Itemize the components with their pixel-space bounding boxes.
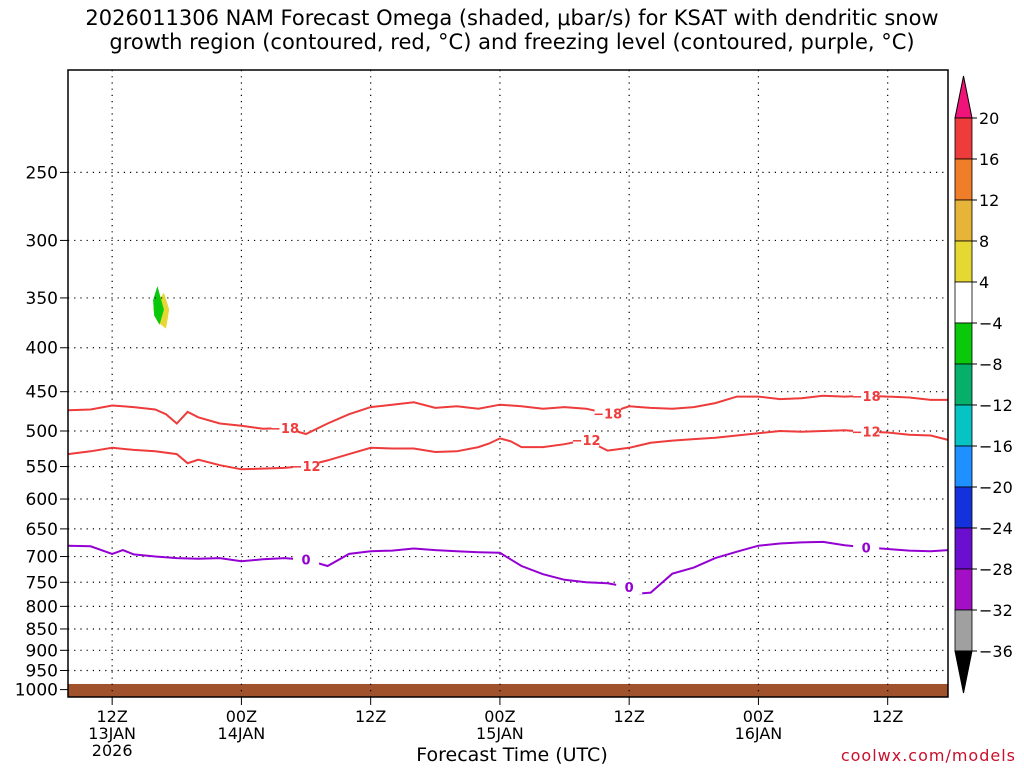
colorbar-label-11: −28 — [979, 560, 1013, 579]
omega-region-1 — [153, 286, 164, 325]
y-tick-label-300: 300 — [26, 231, 58, 251]
x-tick-label-4-0: 12Z — [614, 707, 645, 726]
contour-label-bg-2-2 — [853, 539, 880, 555]
y-tick-label-750: 750 — [26, 573, 58, 593]
colorbar-label-5: −4 — [979, 314, 1003, 333]
colorbar-label-8: −16 — [979, 437, 1013, 456]
contour-label-bg-2-1 — [616, 579, 643, 595]
plot-area — [68, 70, 948, 697]
y-tick-label-350: 350 — [26, 289, 58, 309]
y-tick-label-600: 600 — [26, 490, 58, 510]
contour-label-0C-1: 0 — [625, 581, 634, 596]
colorbar-segment-1 — [954, 117, 973, 160]
x-tick-label-0-0: 12Z — [96, 707, 127, 726]
colorbar-segment-2 — [954, 158, 973, 201]
contour-label-bg-1-1 — [573, 431, 600, 447]
y-tick-label-800: 800 — [26, 597, 58, 617]
colorbar-label-12: −32 — [979, 601, 1013, 620]
y-tick-label-850: 850 — [26, 620, 58, 640]
y-tick-label-700: 700 — [26, 548, 58, 568]
colorbar-segment-11 — [954, 527, 973, 570]
colorbar-bottom-arrow — [954, 650, 973, 694]
colorbar-segment-9 — [954, 445, 973, 488]
contour-label-0C-2: 0 — [862, 541, 871, 556]
colorbar-segment-5 — [954, 281, 973, 324]
colorbar-label-1: 16 — [979, 150, 999, 169]
contour-label-bg-1-0 — [293, 457, 320, 473]
contour-label--18C-0: −18 — [270, 422, 299, 437]
y-tick-label-450: 450 — [26, 383, 58, 403]
colorbar-label-3: 8 — [979, 232, 989, 251]
x-tick-label-2-0: 12Z — [355, 707, 386, 726]
y-tick-label-650: 650 — [26, 520, 58, 540]
colorbar-label-2: 12 — [979, 191, 999, 210]
colorbar-label-13: −36 — [979, 642, 1013, 661]
contour-label--18C-1: −18 — [593, 407, 622, 422]
ground-below-surface — [68, 683, 948, 697]
x-tick-label-6-0: 12Z — [872, 707, 903, 726]
x-tick-label-0-1: 13JAN — [88, 724, 136, 743]
title-line-1: 2026011306 NAM Forecast Omega (shaded, μ… — [85, 6, 939, 30]
colorbar-segment-6 — [954, 322, 973, 365]
contour--18C — [67, 394, 948, 436]
x-tick-label-1-0: 00Z — [226, 707, 257, 726]
colorbar-label-4: 4 — [979, 273, 989, 292]
colorbar-label-7: −12 — [979, 396, 1013, 415]
colorbar-segment-12 — [954, 568, 973, 611]
y-tick-label-550: 550 — [26, 458, 58, 478]
chart-title: 2026011306 NAM Forecast Omega (shaded, μ… — [0, 6, 1024, 54]
site-credit[interactable]: coolwx.com/models — [840, 746, 1016, 765]
contour-label--18C-2: −18 — [852, 390, 881, 405]
y-tick-label-900: 900 — [26, 641, 58, 661]
colorbar-segment-7 — [954, 363, 973, 406]
x-tick-label-3-0: 00Z — [484, 707, 515, 726]
colorbar-label-0: 20 — [979, 109, 999, 128]
x-axis-title: Forecast Time (UTC) — [416, 744, 608, 766]
y-tick-label-400: 400 — [26, 339, 58, 359]
colorbar-top-arrow — [954, 75, 973, 119]
colorbar-segment-8 — [954, 404, 973, 447]
contour-label--12C-2: −12 — [852, 426, 881, 441]
contour--12C — [67, 429, 949, 471]
x-tick-label-3-1: 15JAN — [476, 724, 524, 743]
colorbar-segment-13 — [954, 609, 973, 652]
y-tick-label-1000: 1000 — [15, 681, 58, 701]
plot-frame — [67, 69, 949, 698]
x-tick-label-5-1: 16JAN — [735, 724, 783, 743]
title-line-2: growth region (contoured, red, °C) and f… — [109, 30, 915, 54]
colorbar-label-10: −24 — [979, 519, 1013, 538]
contour-label-0C-0: 0 — [302, 554, 311, 569]
contour-label--12C-0: −12 — [292, 460, 321, 475]
contour-label-bg-0-1 — [594, 405, 621, 421]
contour-label-bg-0-0 — [271, 420, 298, 436]
y-tick-label-500: 500 — [26, 422, 58, 442]
y-tick-label-250: 250 — [26, 163, 58, 183]
y-tick-label-950: 950 — [26, 661, 58, 681]
contour-label--12C-1: −12 — [572, 434, 601, 449]
colorbar-segment-10 — [954, 486, 973, 529]
contour-0C — [67, 540, 949, 595]
contour-label-bg-1-2 — [853, 423, 880, 439]
x-tick-label-5-0: 00Z — [743, 707, 774, 726]
colorbar-segment-4 — [954, 240, 973, 283]
contour-label-bg-2-0 — [293, 551, 320, 567]
x-tick-label-1-1: 14JAN — [218, 724, 266, 743]
x-tick-label-0-2: 2026 — [92, 741, 133, 760]
contour-label-bg-0-2 — [853, 387, 880, 403]
colorbar-label-9: −20 — [979, 478, 1013, 497]
colorbar-segment-3 — [954, 199, 973, 242]
colorbar-label-6: −8 — [979, 355, 1003, 374]
